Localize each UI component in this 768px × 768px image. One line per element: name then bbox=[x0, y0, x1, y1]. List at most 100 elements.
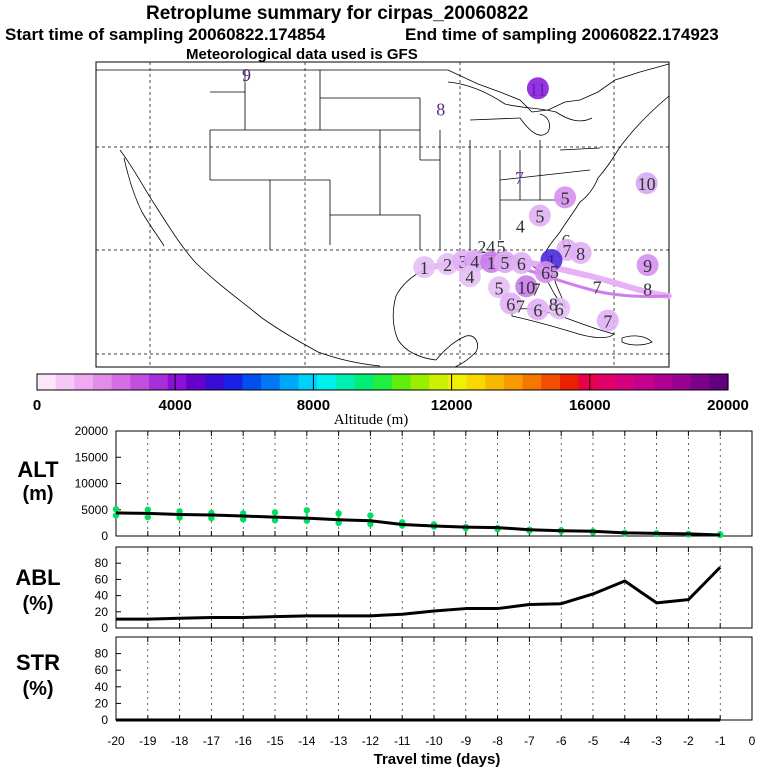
mexico-pacific-coast bbox=[119, 149, 381, 367]
panel-unit: (%) bbox=[22, 593, 53, 615]
met-data-label: Meteorological data used is GFS bbox=[186, 46, 418, 63]
x-tick-label: -14 bbox=[298, 734, 316, 748]
x-tick-label: -18 bbox=[171, 734, 189, 748]
chart-title: Retroplume summary for cirpas_20060822 bbox=[146, 3, 529, 24]
colorbar-swatch bbox=[149, 374, 169, 390]
colorbar-label: Altitude (m) bbox=[334, 412, 409, 428]
plume-day-label: 6 bbox=[533, 300, 542, 320]
x-tick-label: -2 bbox=[683, 734, 694, 748]
panel-series-line bbox=[116, 566, 722, 621]
str-panel: 0 20 40 60 80 STR (%) bbox=[16, 636, 753, 727]
panel-unit: (%) bbox=[22, 678, 53, 700]
alt-scatter-point bbox=[112, 506, 120, 513]
panel-series-line bbox=[115, 511, 721, 537]
panel-y-tick-label: 60 bbox=[95, 663, 109, 677]
plume-day-label: 6 bbox=[506, 294, 515, 314]
colorbar-swatch bbox=[242, 374, 262, 390]
x-tick-label: -10 bbox=[425, 734, 443, 748]
x-tick-label: -3 bbox=[651, 734, 662, 748]
panel-y-tick-label: 60 bbox=[95, 572, 109, 586]
x-tick-label: -15 bbox=[266, 734, 284, 748]
colorbar-swatch bbox=[354, 374, 374, 390]
plume-blob bbox=[528, 204, 551, 227]
yucatan bbox=[435, 335, 478, 368]
colorbar-swatch bbox=[279, 374, 300, 390]
plume-blob bbox=[526, 298, 549, 321]
panel-y-tick-label: 20000 bbox=[75, 424, 109, 438]
plume-day-label: 8 bbox=[549, 294, 558, 314]
plume-day-label: 1 bbox=[547, 251, 556, 271]
plume-day-label: 5 bbox=[496, 237, 505, 257]
plume-day-label: 7 bbox=[531, 279, 540, 299]
plume-day-label: 5 bbox=[561, 188, 570, 208]
plume-day-label: 8 bbox=[576, 244, 585, 264]
great-lakes bbox=[447, 81, 593, 136]
x-tick-label: -20 bbox=[107, 734, 125, 748]
panel-y-tick-label: 5000 bbox=[81, 503, 108, 517]
panel-y-tick-label: 20 bbox=[95, 696, 109, 710]
colorbar-tick-label: 20000 bbox=[707, 397, 749, 414]
x-tick-label: -11 bbox=[394, 734, 411, 748]
panel-y-tick-label: 0 bbox=[101, 529, 108, 543]
colorbar-swatch bbox=[597, 374, 617, 390]
travel-time-axis: -20 -19 -18 -17 -16 -15 -14 -13 -12 -11 -10 -9 -8 -7-… bbox=[107, 734, 755, 748]
plume-day-label: 2 bbox=[443, 255, 452, 275]
plume-day-label: 3 bbox=[459, 252, 468, 272]
panel-y-tick-label: 0 bbox=[101, 621, 108, 635]
colorbar-swatch bbox=[130, 374, 150, 390]
panel-title: ALT bbox=[17, 457, 59, 482]
colorbar-swatch bbox=[298, 374, 318, 390]
x-tick-label: -13 bbox=[330, 734, 348, 748]
plume-day-label: 7 bbox=[563, 241, 572, 261]
plume-day-label: 8 bbox=[643, 279, 652, 299]
colorbar-tick-label: 16000 bbox=[569, 397, 611, 414]
plume-day-label: 7 bbox=[515, 168, 524, 188]
panel-y-tick-label: 10000 bbox=[75, 477, 109, 491]
colorbar-swatch bbox=[223, 374, 244, 390]
plume-day-label: 11 bbox=[529, 79, 546, 99]
colorbar-swatch bbox=[503, 374, 524, 390]
plume-day-label: 1 bbox=[487, 253, 496, 273]
x-tick-label: -7 bbox=[524, 734, 535, 748]
plume-day-label: 8 bbox=[436, 100, 445, 120]
plume-blob bbox=[548, 297, 571, 320]
x-tick-label: -12 bbox=[362, 734, 380, 748]
plume-day-label: 6 bbox=[541, 263, 550, 283]
panel-y-tick-label: 0 bbox=[101, 713, 108, 727]
plume-blob bbox=[493, 251, 516, 274]
colorbar-swatch bbox=[167, 374, 188, 390]
alt-panel: 0 5000 10000 15000 20000 ALT(m) bbox=[17, 424, 753, 543]
plume-day-label: 5 bbox=[495, 278, 504, 298]
colorbar-swatch bbox=[335, 374, 356, 390]
plume-day-label: 5 bbox=[535, 207, 544, 227]
colorbar-swatch bbox=[522, 374, 542, 390]
colorbar-swatch bbox=[541, 374, 561, 390]
plume-blob bbox=[596, 309, 619, 332]
x-tick-label: -6 bbox=[556, 734, 567, 748]
colorbar-swatch bbox=[111, 374, 131, 390]
plume-day-label: 4 bbox=[465, 267, 474, 287]
plume-blob bbox=[569, 241, 592, 264]
plume-day-label: 7 bbox=[516, 296, 525, 316]
colorbar-swatch bbox=[317, 374, 337, 390]
colorbar-swatch bbox=[690, 374, 710, 390]
panel-title: STR bbox=[16, 650, 60, 675]
plume-blob bbox=[458, 265, 481, 288]
plume-day-label: 9 bbox=[643, 256, 652, 276]
colorbar-ticks: 0 4000 8000 12000 16000 20000 bbox=[33, 374, 749, 414]
panel-title: ABL bbox=[15, 565, 60, 590]
colorbar-swatch bbox=[37, 374, 57, 390]
plume-blob bbox=[510, 252, 533, 275]
plume-day-label: 7 bbox=[593, 277, 602, 297]
plume-day-label: 4 bbox=[516, 217, 525, 237]
colorbar-swatch bbox=[391, 374, 412, 390]
colorbar-swatch bbox=[373, 374, 393, 390]
x-tick-label: -16 bbox=[235, 734, 253, 748]
plume-blob bbox=[526, 77, 549, 100]
map-plume-labels: 9811107554678245123415641659785107676687 bbox=[242, 65, 659, 332]
altitude-colorbar bbox=[36, 373, 729, 391]
abl-panel: 0 20 40 60 80 ABL (%) bbox=[15, 546, 753, 635]
map-frame bbox=[95, 61, 670, 368]
colorbar-swatch bbox=[578, 374, 598, 390]
